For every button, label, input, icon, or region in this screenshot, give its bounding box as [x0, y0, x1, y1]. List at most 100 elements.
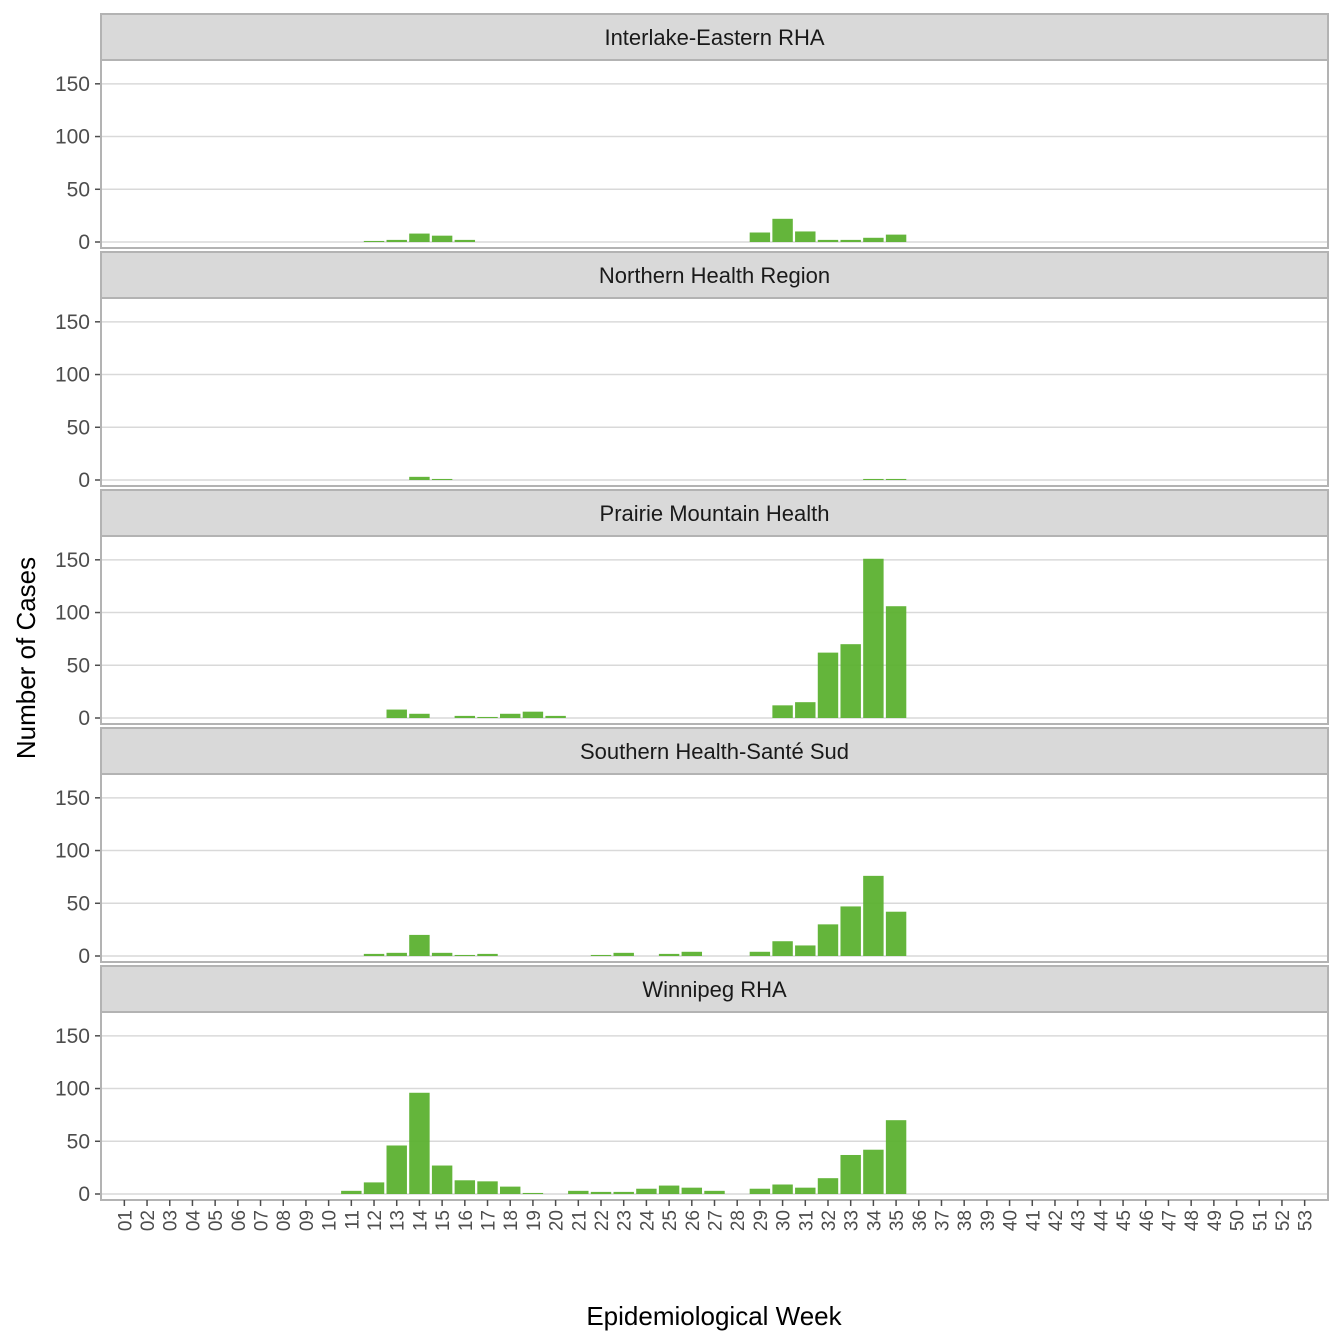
bar-week-29: [749, 232, 771, 242]
bar-week-16: [454, 239, 476, 242]
x-tick-label: 23: [615, 1210, 636, 1231]
bar-week-29: [749, 1188, 771, 1194]
panel-title: Winnipeg RHA: [642, 977, 787, 1002]
x-tick-label: 39: [978, 1210, 999, 1231]
x-tick-label: 42: [1046, 1210, 1067, 1231]
x-tick-label: 10: [320, 1210, 341, 1231]
x-tick-label: 53: [1296, 1210, 1317, 1231]
bar-week-26: [681, 951, 703, 956]
bar-week-35: [885, 234, 907, 242]
x-tick-label: 46: [1137, 1210, 1158, 1231]
x-tick-label: 21: [569, 1210, 590, 1231]
bar-week-34: [863, 875, 884, 956]
x-tick-label: 17: [479, 1210, 500, 1231]
panel-border: [100, 1011, 1329, 1201]
bar-week-15: [431, 478, 453, 480]
bar-week-33: [840, 906, 861, 956]
x-tick-label: 19: [524, 1210, 545, 1231]
x-tick-label: 45: [1114, 1210, 1135, 1231]
bar-week-32: [817, 924, 839, 956]
bar-week-19: [522, 1192, 544, 1194]
bar-week-32: [817, 1178, 839, 1194]
x-tick-label: 43: [1069, 1210, 1090, 1231]
bar-week-16: [454, 1180, 476, 1194]
bar-week-12: [363, 1182, 385, 1194]
y-tick-label: 100: [55, 602, 90, 625]
y-tick-label: 0: [78, 469, 90, 492]
bar-week-31: [795, 702, 816, 718]
bar-week-34: [863, 1149, 884, 1194]
panel-strip: [100, 965, 1329, 1013]
x-tick-label: 35: [887, 1210, 908, 1231]
bar-week-23: [613, 1191, 634, 1194]
panel-border: [100, 773, 1329, 963]
x-tick-label: 27: [706, 1210, 727, 1231]
bar-week-15: [431, 952, 453, 956]
x-tick-label: 04: [183, 1210, 204, 1232]
bar-week-13: [386, 1145, 407, 1194]
x-tick-label: 30: [774, 1210, 795, 1231]
x-tick-label: 03: [161, 1210, 182, 1231]
bar-week-19: [522, 711, 544, 718]
bar-week-13: [386, 239, 407, 242]
y-tick-label: 0: [78, 1183, 90, 1206]
bar-week-25: [658, 953, 680, 956]
bar-week-24: [636, 1188, 657, 1194]
x-tick-label: 14: [410, 1210, 431, 1232]
x-tick-label: 37: [932, 1210, 953, 1231]
panel-5: Winnipeg RHA 0 50 100 150: [55, 965, 1329, 1206]
bar-week-25: [658, 1185, 680, 1194]
bar-week-17: [477, 953, 498, 956]
x-tick-label: 09: [297, 1210, 318, 1231]
bar-week-35: [885, 911, 907, 956]
y-tick-label: 150: [55, 787, 90, 810]
bar-week-35: [885, 606, 907, 718]
bar-week-33: [840, 239, 861, 242]
bar-week-20: [545, 715, 566, 718]
bar-week-33: [840, 1154, 861, 1194]
y-tick-label: 50: [67, 416, 90, 439]
bar-week-16: [454, 954, 476, 956]
panel-border: [100, 297, 1329, 487]
bar-week-31: [795, 945, 816, 956]
y-tick-label: 150: [55, 549, 90, 572]
bar-week-15: [431, 235, 453, 242]
x-tick-label: 52: [1273, 1210, 1294, 1231]
x-tick-label: 48: [1182, 1210, 1203, 1231]
x-tick-label: 29: [751, 1210, 772, 1231]
bar-week-35: [885, 478, 907, 480]
bar-week-29: [749, 951, 771, 956]
x-tick-label: 44: [1091, 1210, 1112, 1232]
x-tick-label: 34: [864, 1210, 885, 1232]
y-tick-label: 100: [55, 840, 90, 863]
panel-border: [100, 535, 1329, 725]
panel-2: Northern Health Region 0 50 100 150: [55, 251, 1329, 492]
bar-week-26: [681, 1187, 703, 1194]
y-tick-label: 100: [55, 364, 90, 387]
x-tick-label: 01: [115, 1210, 136, 1231]
x-tick-label: 32: [819, 1210, 840, 1231]
x-tick-label: 18: [501, 1210, 522, 1231]
y-tick-label: 0: [78, 945, 90, 968]
y-axis-title: Number of Cases: [11, 557, 41, 759]
bar-week-16: [454, 715, 476, 718]
bar-week-17: [477, 716, 498, 718]
x-tick-label: 31: [796, 1210, 817, 1231]
x-axis-title: Epidemiological Week: [586, 1301, 842, 1331]
panel-title: Prairie Mountain Health: [600, 501, 830, 526]
panel-strip: [100, 727, 1329, 775]
y-tick-label: 50: [67, 178, 90, 201]
bar-week-14: [409, 1092, 430, 1194]
y-tick-label: 150: [55, 73, 90, 96]
x-tick-label: 26: [683, 1210, 704, 1231]
panel-1: Interlake-Eastern RHA 0 50 100 150: [55, 13, 1329, 254]
y-tick-label: 50: [67, 892, 90, 915]
bar-week-14: [409, 476, 430, 480]
y-tick-label: 150: [55, 311, 90, 334]
bar-week-13: [386, 952, 407, 956]
x-tick-label: 13: [388, 1210, 409, 1231]
x-tick-label: 41: [1023, 1210, 1044, 1231]
panel-strip: [100, 13, 1329, 61]
